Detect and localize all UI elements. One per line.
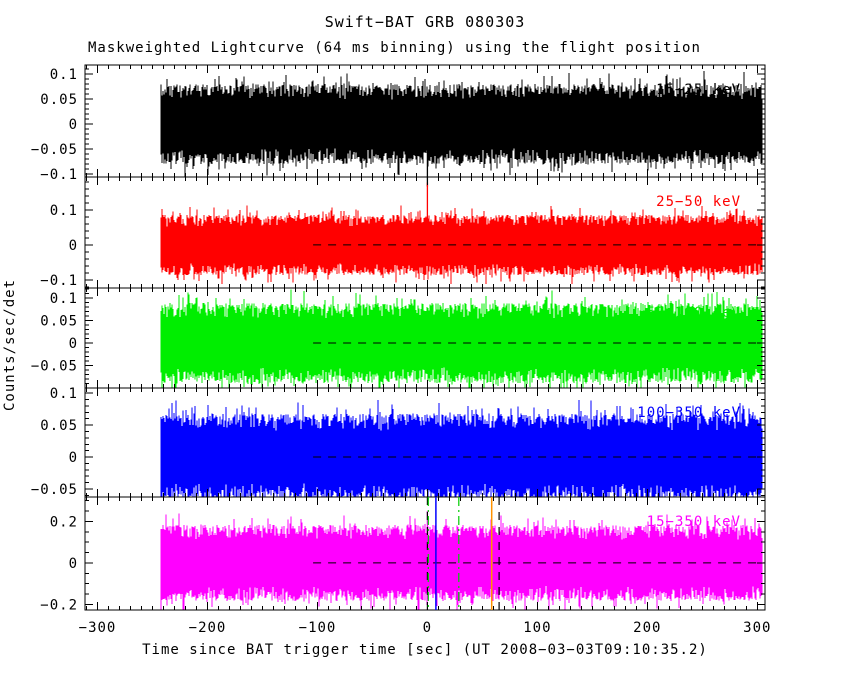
energy-band-label: 25−50 keV [656,194,741,210]
panel-100−350 keV: 0.1 0.05 0 −0.05 100−350 keV [31,386,766,498]
y-tick-label: 0 [69,336,78,352]
y-tick-label: 0.1 [50,67,78,83]
x-tick-label: −100 [299,620,337,636]
y-tick-label: −0.05 [31,359,78,375]
noise-series [160,289,763,388]
y-tick-label: 0.2 [50,515,78,531]
x-tick-label: −200 [189,620,227,636]
y-tick-label: 0 [69,450,78,466]
panel-50−100 keV: 0.1 0.05 0 −0.05 50−100 keV [31,287,766,389]
y-tick-label: 0 [69,556,78,572]
panel-25−50 keV: 0.1 0 −0.1 25−50 keV [40,176,766,289]
energy-band-label: 15−350 keV [647,514,741,530]
y-tick-label: −0.1 [40,273,78,289]
y-tick-label: 0 [69,117,78,133]
y-tick-label: 0.1 [50,291,78,307]
panel-frame [84,496,766,611]
y-axis-title: Counts/sec/det [2,279,18,411]
x-tick-label: 300 [743,620,771,636]
energy-band-label: 15−25 keV [656,82,741,98]
y-tick-label: 0.1 [50,203,78,219]
x-tick-label: 200 [633,620,661,636]
chart-subtitle: Maskweighted Lightcurve (64 ms binning) … [88,40,701,56]
y-tick-label: 0.05 [40,313,78,329]
x-tick-label: 0 [423,620,432,636]
energy-band-label: 100−350 keV [637,405,741,421]
x-tick-label: 100 [523,620,551,636]
y-tick-label: 0.05 [40,418,78,434]
y-tick-label: 0 [69,238,78,254]
chart-title: Swift−BAT GRB 080303 [324,13,526,31]
y-tick-label: −0.05 [31,142,78,158]
x-axis-title: Time since BAT trigger time [sec] (UT 20… [142,642,708,658]
y-tick-label: 0.1 [50,386,78,402]
noise-series [160,205,763,285]
y-tick-label: 0.05 [40,92,78,108]
y-tick-label: −0.05 [31,482,78,498]
x-tick-label: −300 [79,620,117,636]
y-tick-label: −0.1 [40,167,78,183]
panel-15−25 keV: 0.1 0.05 0 −0.05 −0.1 15−25 keV [31,64,766,187]
energy-band-label: 50−100 keV [647,305,741,321]
y-tick-label: −0.2 [40,597,78,613]
panel-15−350 keV: 0.2 0 −0.2 15−350 keV [40,496,766,613]
